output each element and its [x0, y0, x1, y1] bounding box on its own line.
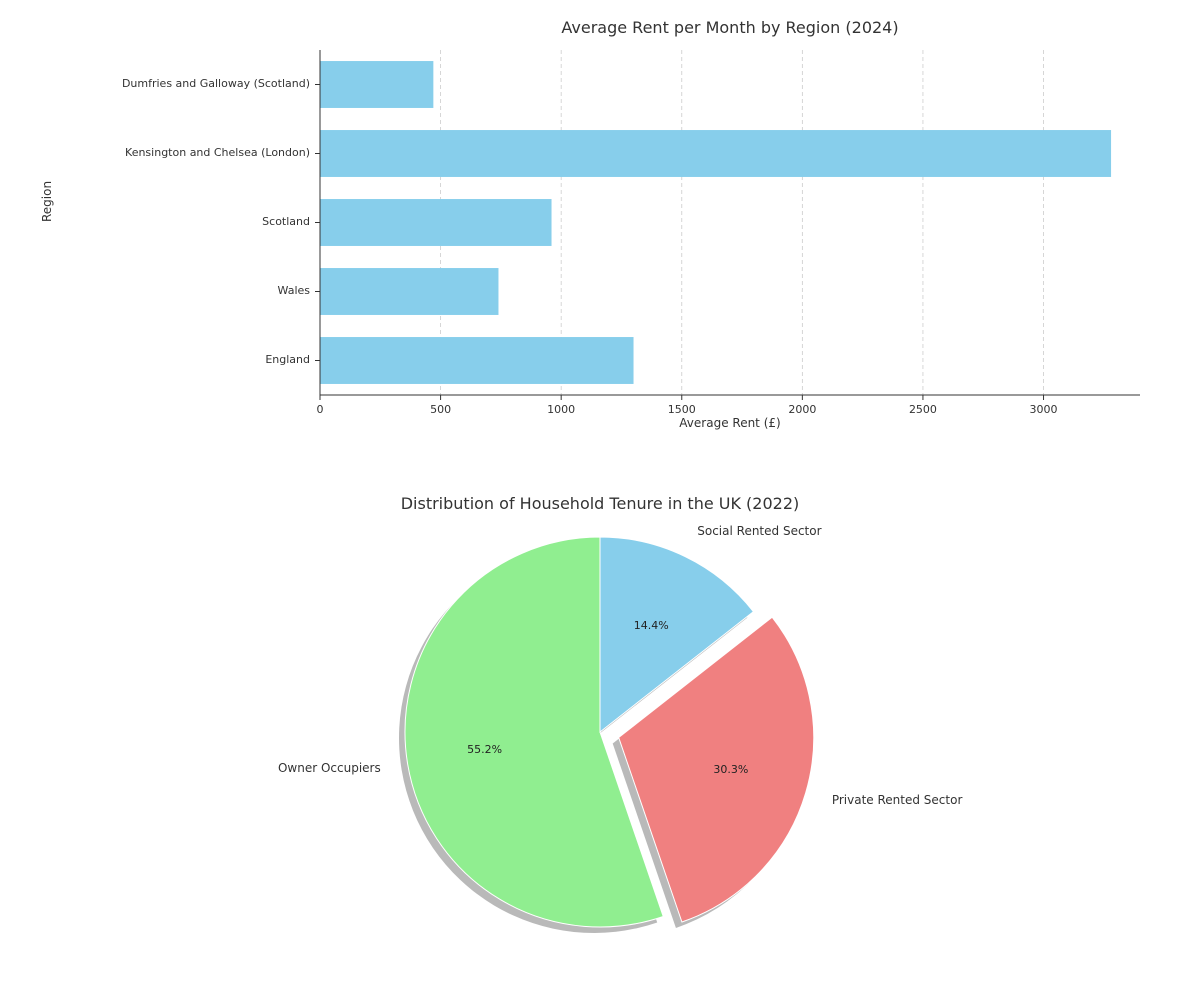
pie-slice-label: Social Rented Sector [697, 524, 897, 538]
pie-slice-label: Private Rented Sector [832, 793, 1032, 807]
pie-chart-svg [0, 0, 1200, 1000]
pie-slice-label: Owner Occupiers [181, 761, 381, 775]
pie-slice-pct: 30.3% [701, 763, 761, 776]
pie-slice-pct: 14.4% [621, 619, 681, 632]
pie-slice-pct: 55.2% [455, 743, 515, 756]
